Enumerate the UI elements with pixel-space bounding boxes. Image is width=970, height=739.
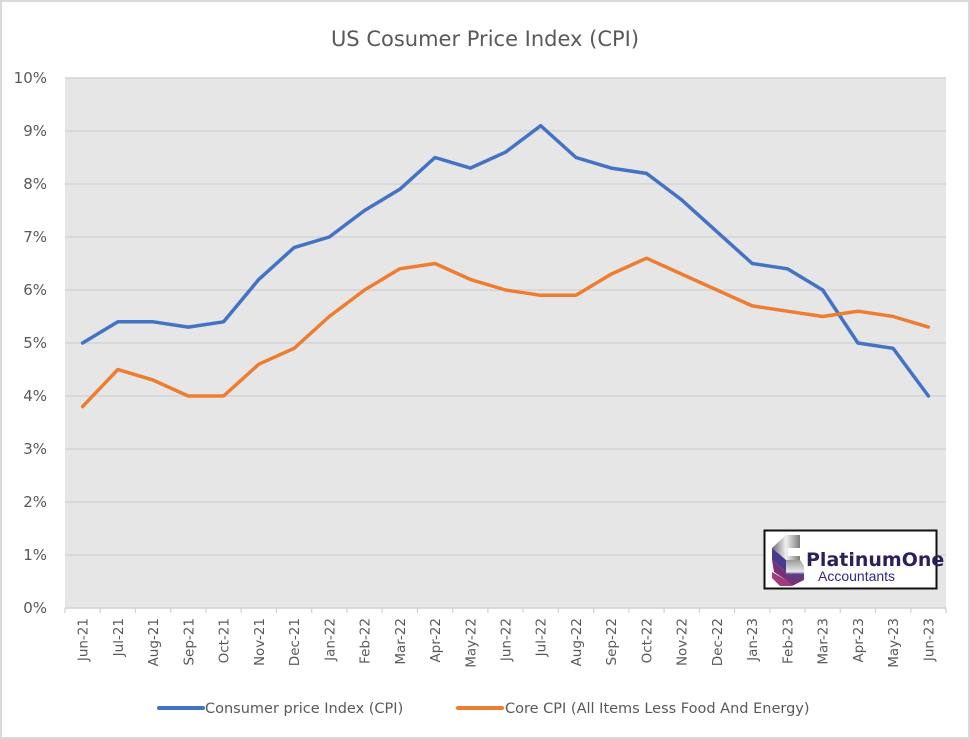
x-tick-label: Aug-22: [569, 618, 585, 666]
logo-emblem-icon: [772, 535, 804, 586]
y-tick-label: 10%: [14, 69, 47, 87]
x-tick-label: Nov-21: [252, 618, 268, 666]
platinumone-logo: PlatinumOne Accountants: [763, 529, 944, 590]
y-tick-label: 8%: [23, 175, 47, 193]
x-tick-label: Nov-22: [675, 618, 691, 666]
x-tick-label: Apr-23: [851, 618, 867, 663]
x-tick-label: Jul-21: [111, 618, 127, 657]
x-tick-label: Dec-21: [287, 618, 303, 666]
x-tick-label: May-23: [886, 618, 902, 668]
y-tick-label: 4%: [23, 387, 47, 405]
x-tick-label: Oct-22: [639, 618, 655, 663]
x-tick-label: Mar-23: [816, 618, 832, 665]
x-tick-label: Jun-23: [921, 618, 937, 662]
legend-label-cpi: Consumer price Index (CPI): [205, 701, 403, 717]
legend-label-core-cpi: Core CPI (All Items Less Food And Energy…: [505, 701, 810, 717]
y-tick-label: 1%: [23, 546, 47, 564]
x-tick-label: Jan-23: [745, 618, 761, 662]
x-tick-label: Jun-21: [76, 618, 92, 662]
y-tick-label: 7%: [23, 228, 47, 246]
y-tick-label: 0%: [23, 599, 47, 617]
legend: Consumer price Index (CPI) Core CPI (All…: [157, 701, 810, 717]
x-tick-label: Jul-22: [534, 618, 550, 657]
logo-name: PlatinumOne: [806, 549, 944, 571]
y-tick-label: 5%: [23, 334, 47, 352]
x-tick-label: Mar-22: [393, 618, 409, 665]
y-tick-label: 6%: [23, 281, 47, 299]
x-tick-label: Feb-23: [780, 618, 796, 664]
y-tick-label: 3%: [23, 440, 47, 458]
x-axis: Jun-21 Jul-21 Aug-21 Sep-21 Oct-21 Nov-21 Dec-…: [64, 607, 947, 668]
y-tick-label: 9%: [23, 122, 47, 140]
series-lines: [80, 123, 931, 409]
chart-title: US Cosumer Price Index (CPI): [331, 27, 639, 51]
y-tick-label: 2%: [23, 493, 47, 511]
x-tick-label: Aug-21: [146, 618, 162, 666]
x-tick-label: Apr-22: [428, 618, 444, 663]
x-tick-label: Jan-22: [322, 618, 338, 662]
x-tick-label: Sep-21: [181, 618, 197, 666]
x-tick-label: Dec-22: [710, 618, 726, 666]
x-tick-label: Feb-22: [358, 618, 374, 664]
x-tick-label: Jun-22: [499, 618, 515, 662]
x-tick-label: May-22: [463, 618, 479, 668]
x-tick-label: Oct-21: [217, 618, 233, 663]
x-tick-label: Sep-22: [604, 618, 620, 666]
y-axis: 0% 1% 2% 3% 4% 5% 6% 7% 8% 9% 10%: [14, 69, 47, 617]
logo-subtitle: Accountants: [818, 568, 895, 584]
